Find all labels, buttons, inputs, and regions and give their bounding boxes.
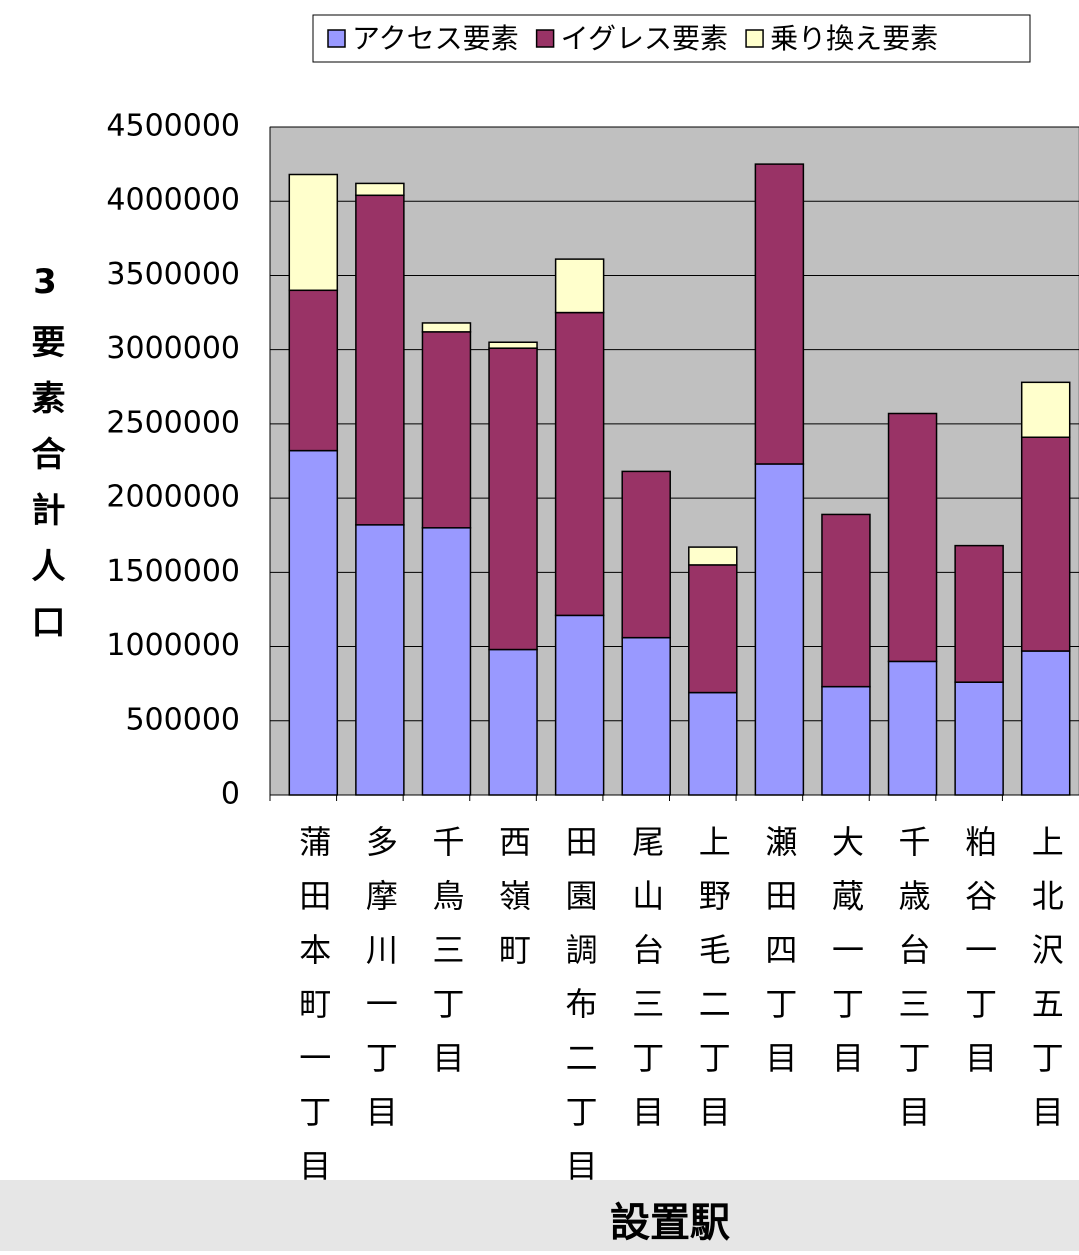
x-tick-label: 瀬田四丁目	[760, 825, 798, 1095]
bar-segment	[688, 691, 738, 796]
x-axis-title: 設置駅	[610, 1200, 730, 1246]
y-tick-label: 1500000	[106, 554, 240, 589]
x-tick-label: 多摩川一丁目	[361, 825, 399, 1149]
bar-segment	[288, 449, 339, 796]
plot-area	[269, 126, 1079, 796]
bar-segment	[1020, 381, 1071, 438]
bar-segment	[421, 331, 472, 529]
legend-label: アクセス要素	[352, 22, 519, 55]
bar-segment	[355, 182, 405, 197]
bar-segment	[821, 513, 871, 688]
bar-segment	[688, 546, 738, 566]
bar-segment	[355, 524, 405, 796]
bar-segment	[355, 194, 405, 526]
y-tick-label: 3000000	[106, 331, 240, 366]
y-tick-label: 3500000	[106, 257, 240, 292]
y-tick-label: 4500000	[106, 109, 240, 144]
y-tick-label: 500000	[125, 702, 240, 737]
bar-segment	[488, 347, 538, 651]
bar-segment	[488, 341, 538, 349]
bar-segment	[421, 322, 472, 333]
bar-segment	[288, 173, 339, 292]
bar-segment	[554, 311, 605, 617]
bar-segment	[621, 636, 671, 796]
bar-segment	[887, 412, 938, 663]
bar-segment	[488, 648, 538, 796]
x-tick-label: 大蔵一丁目	[827, 825, 865, 1095]
y-tick-label: 4000000	[106, 183, 240, 218]
x-tick-label: 田園調布二丁目	[561, 825, 599, 1203]
legend	[312, 14, 1031, 63]
legend-swatch	[745, 29, 764, 48]
x-tick-label: 上野毛二丁目	[694, 825, 732, 1149]
bar-segment	[821, 685, 871, 796]
x-tick-label: 千鳥三丁目	[427, 825, 465, 1095]
footer-band	[0, 1180, 1079, 1251]
y-tick-label: 1000000	[106, 628, 240, 663]
x-tick-label: 西嶺町	[494, 825, 532, 987]
legend-swatch	[535, 29, 555, 48]
legend-swatch	[327, 29, 346, 48]
x-tick-label: 蒲田本町一丁目	[294, 825, 332, 1203]
bar-segment	[1020, 436, 1071, 652]
y-tick-label: 2500000	[106, 405, 240, 440]
bar-segment	[1020, 650, 1071, 796]
x-tick-label: 上北沢五丁目	[1027, 825, 1065, 1149]
legend-label: イグレス要素	[561, 22, 728, 55]
bar-segment	[754, 163, 805, 465]
bar-segment	[954, 544, 1004, 683]
bar-segment	[554, 614, 605, 796]
y-tick-label: 2000000	[106, 480, 240, 515]
bar-segment	[554, 258, 605, 314]
y-axis-title: 3要素合計人口	[25, 262, 65, 660]
x-tick-label: 千歳台三丁目	[894, 825, 932, 1149]
bar-segment	[421, 527, 472, 796]
x-tick-label: 尾山台三丁目	[627, 825, 665, 1149]
bar-segment	[887, 660, 938, 796]
bar-segment	[954, 681, 1004, 796]
y-tick-label: 0	[221, 777, 240, 812]
bar-segment	[288, 289, 339, 452]
bar-segment	[754, 463, 805, 796]
bar-segment	[621, 470, 671, 639]
bar-segment	[688, 564, 738, 694]
legend-label: 乗り換え要素	[770, 22, 938, 55]
x-tick-label: 粕谷一丁目	[960, 825, 998, 1095]
